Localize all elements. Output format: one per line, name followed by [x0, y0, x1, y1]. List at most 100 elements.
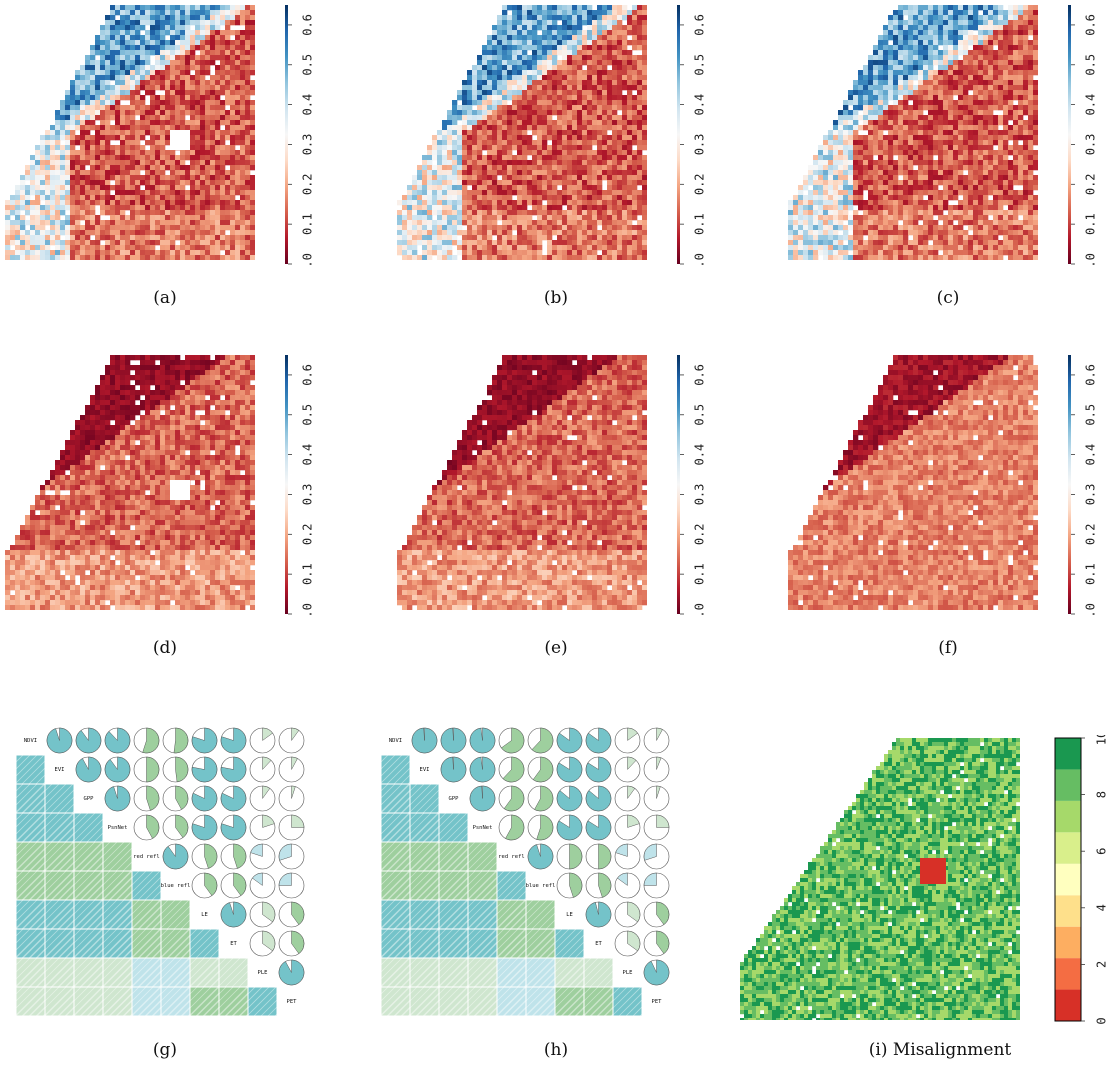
- map-panel-f: [788, 355, 1038, 610]
- corr-shade: [44, 957, 75, 988]
- corr-hatch: [394, 957, 425, 988]
- colorbar-tick-label: 0.1: [693, 213, 707, 235]
- corr-hatch: [452, 899, 483, 930]
- corr-variable-label: red refl: [133, 854, 160, 860]
- corr-hatch: [481, 928, 512, 959]
- caption-c: (c): [936, 288, 960, 308]
- corr-hatch: [407, 754, 438, 785]
- corr-pie: [585, 785, 612, 812]
- corr-shade: [15, 812, 46, 843]
- corr-shade: [15, 783, 46, 814]
- corr-pie: [534, 785, 554, 812]
- corr-hatch: [375, 899, 396, 921]
- corr-hatch: [379, 986, 410, 1017]
- corr-hatch: [86, 812, 117, 843]
- corr-hatch: [10, 870, 31, 892]
- corr-shade: [44, 928, 75, 959]
- corr-hatch: [387, 986, 418, 1017]
- corr-pie: [585, 901, 612, 928]
- corr-hatch: [597, 986, 628, 1017]
- corr-hatch: [452, 986, 483, 1017]
- colorbar-tick-label: 0.2: [693, 523, 707, 545]
- corr-hatch: [44, 957, 75, 988]
- corr-variable-label: ET: [595, 941, 602, 947]
- corr-variable-label: NDVI: [24, 738, 37, 744]
- colorbar-segment: [1055, 738, 1081, 770]
- corr-hatch: [401, 986, 432, 1017]
- corr-hatch: [159, 957, 190, 988]
- corr-hatch: [525, 986, 556, 1017]
- corr-hatch: [79, 812, 110, 843]
- corr-hatch: [246, 986, 277, 1017]
- corr-hatch: [386, 754, 417, 785]
- corr-hatch: [509, 870, 540, 901]
- corr-variable-label: PET: [652, 999, 663, 1005]
- colorbar-tick-label: 0.5: [301, 404, 315, 426]
- corr-pie: [656, 901, 670, 925]
- corr-hatch: [131, 986, 162, 1017]
- corr-hatch: [58, 870, 89, 901]
- corr-hatch: [387, 899, 418, 930]
- corr-shade: [15, 957, 46, 988]
- corr-hatch: [160, 928, 191, 959]
- corr-shade: [15, 870, 46, 901]
- map-e: [397, 355, 647, 610]
- colorbar-tick-label: 0.2: [1084, 523, 1098, 545]
- colorbar-e: 0.0 0.1 0.2 0.3 0.4 0.5 0.6: [675, 352, 715, 617]
- corr-hatch: [503, 899, 534, 930]
- corr-pie: [173, 727, 189, 754]
- corr-hatch: [458, 812, 489, 843]
- map-raster: [5, 355, 255, 610]
- corr-hatch: [116, 870, 147, 901]
- corr-hatch: [590, 986, 621, 1017]
- corr-hatch: [22, 986, 53, 1017]
- corr-hatch: [524, 928, 555, 959]
- corr-hatch: [94, 957, 125, 988]
- corr-hatch: [436, 783, 467, 814]
- corr-hatch: [394, 812, 425, 843]
- corr-hatch: [467, 928, 498, 959]
- corr-hatch: [43, 812, 74, 843]
- corr-hatch: [379, 870, 410, 901]
- corr-shade: [438, 812, 469, 843]
- corr-hatch: [379, 899, 410, 930]
- corr-hatch: [430, 957, 461, 988]
- corr-hatch: [43, 870, 74, 901]
- corr-hatch: [375, 841, 389, 856]
- corr-hatch: [102, 899, 133, 930]
- corr-hatch: [517, 899, 548, 930]
- corr-hatch: [10, 812, 24, 827]
- corr-hatch: [36, 957, 67, 988]
- corr-pie: [220, 814, 247, 841]
- corr-hatch: [575, 957, 606, 988]
- corr-pie: [527, 843, 554, 870]
- map-panel-d: [5, 355, 255, 610]
- corr-shade: [73, 986, 104, 1017]
- corr-hatch: [380, 841, 411, 872]
- corr-pie: [469, 756, 496, 783]
- corr-hatch: [581, 928, 612, 959]
- corr-hatch: [10, 928, 31, 950]
- corr-hatch: [58, 986, 89, 1017]
- corr-pie: [627, 785, 636, 800]
- map-raster: [788, 5, 1038, 260]
- corr-hatch: [116, 899, 147, 930]
- corr-pie: [142, 727, 160, 754]
- corr-hatch: [10, 986, 38, 1015]
- corr-hatch: [503, 957, 534, 988]
- corr-hatch: [10, 899, 31, 921]
- corr-hatch: [10, 957, 17, 965]
- corr-shade: [496, 928, 527, 959]
- colorbar-b: 0.0 0.1 0.2 0.3 0.4 0.5 0.6: [675, 2, 715, 267]
- corr-pie: [262, 727, 273, 741]
- corr-hatch: [582, 986, 613, 1017]
- colorbar-tick-label: 0.0: [693, 253, 707, 267]
- corr-hatch: [596, 957, 627, 988]
- corr-pie: [262, 901, 276, 923]
- map-raster: [788, 355, 1038, 610]
- corr-hatch: [466, 928, 497, 959]
- corr-hatch: [574, 928, 605, 959]
- corr-shade: [496, 899, 527, 930]
- colorbar-tick-label: 0.4: [1084, 444, 1098, 466]
- corr-hatch: [181, 957, 212, 988]
